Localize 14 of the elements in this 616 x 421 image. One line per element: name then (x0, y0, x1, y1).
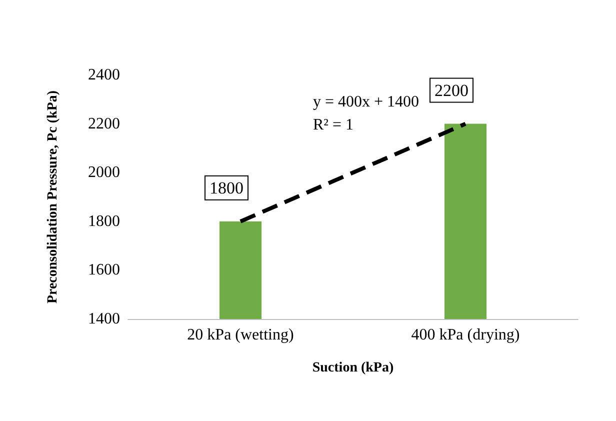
x-tick-label: 400 kPa (drying) (411, 326, 520, 344)
y-tick-label: 1600 (88, 262, 120, 279)
y-tick-label: 2200 (88, 115, 120, 132)
data-label: 2200 (434, 80, 468, 100)
y-tick-label: 1400 (88, 310, 120, 328)
y-tick-label: 1800 (88, 212, 120, 230)
x-tick-label: 20 kPa (wetting) (187, 326, 294, 344)
x-axis-title: Suction (kPa) (312, 360, 394, 376)
y-axis-title: Preconsolidation Pressure, Pc (kPa) (46, 90, 60, 304)
y-tick-label: 2000 (88, 164, 120, 182)
annotation: y = 400x + 1400 (313, 94, 420, 110)
y-tick-label: 2400 (88, 66, 120, 84)
data-label: 1800 (210, 178, 244, 198)
annotation: R² = 1 (313, 116, 354, 134)
